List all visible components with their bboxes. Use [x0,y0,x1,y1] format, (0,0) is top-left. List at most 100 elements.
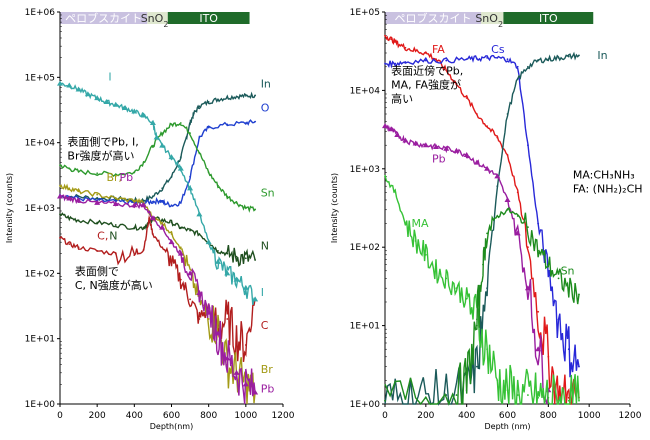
y-tick-label: 1E+06 [25,8,56,18]
series-label-Sn: Sn [561,264,575,277]
y-tick-label: 1E+04 [350,86,381,96]
data-point [112,201,119,207]
data-point [496,215,499,217]
series-label-Pb: Pb [432,153,446,166]
series-label-O: O [261,101,270,114]
data-point [159,199,162,202]
data-point [384,175,386,178]
data-point [226,96,229,99]
series-Sn [59,122,257,213]
data-point [390,38,393,41]
data-point [217,98,219,101]
layer-label-1: ペロブスカイト [65,11,142,25]
data-point [189,298,191,301]
data-point [198,318,201,320]
data-point [114,197,117,200]
data-point [122,104,129,110]
data-point [96,221,99,224]
data-point [68,187,71,190]
series-label-FA: FA [432,43,445,56]
data-point [482,263,484,266]
data-point [578,54,580,57]
data-point [252,389,259,395]
data-point [207,126,210,129]
data-point [59,164,61,167]
data-point [96,250,99,252]
data-point [224,355,231,361]
data-point [567,348,570,351]
data-point [207,101,210,103]
data-point [486,232,488,235]
data-point [547,263,550,266]
data-point [217,250,219,252]
y-tick-label: 1E+05 [25,73,55,83]
y-tick-label: 1E+00 [350,400,381,410]
series-line-In [384,51,580,406]
data-point [140,202,147,208]
data-point [153,134,160,140]
chart-panel-2: ペロブスカイト SnO2 ITO 1E+00 1E+01 1E+02 1E+03 1E+04 1… [330,8,643,431]
data-point [57,193,63,199]
data-point [578,365,580,368]
data-point [179,226,182,229]
x-tick-label: 0 [382,411,388,421]
data-point [198,105,201,108]
series-Sn [384,206,580,406]
x-tick-label: 1000 [234,411,257,421]
series-label-I: I [261,286,264,299]
data-point [170,175,173,178]
data-point [77,170,80,173]
data-point [496,56,499,59]
data-point [537,310,540,313]
data-point [244,257,247,260]
data-point [68,217,71,220]
y-tick-label: 1E+00 [25,400,56,410]
data-point [388,126,395,132]
data-point [217,184,219,187]
data-point [233,276,240,282]
data-point [433,143,440,149]
layer-label-3: ITO [199,12,218,25]
data-point [424,253,427,256]
data-point [226,252,229,255]
data-point [404,46,407,49]
data-point [235,95,238,98]
data-point [384,34,386,37]
inline-label: I [108,70,111,83]
annotation-1-line-2: Br強度が高い [67,149,134,163]
layer-label-2: SnO2 [141,12,169,29]
data-point [149,119,156,125]
series-O [59,119,257,208]
data-point [133,254,136,257]
data-point [244,207,247,209]
data-point [189,122,191,124]
data-point [435,58,437,61]
series-MA [384,174,580,405]
data-point [152,195,154,198]
data-point [103,98,110,104]
series-I [57,80,259,306]
data-point [170,221,173,224]
data-point [226,123,229,126]
series-FA [384,34,580,405]
annotation-1-line-1: 表面近傍でPb, [391,63,463,77]
data-point [445,59,448,62]
data-point [394,62,397,65]
data-point [527,394,529,396]
data-point [84,91,91,97]
data-point [235,337,238,340]
annotation-1-line-3: 高い [391,91,413,105]
data-point [205,239,212,245]
data-point [254,208,257,211]
inline-label: N [109,229,117,242]
data-point [161,132,164,135]
data-point [557,56,560,59]
layer-band-1 [385,12,481,24]
data-point [189,229,191,232]
x-axis-label: Depth (nm) [484,422,530,431]
data-point [242,381,249,387]
data-point [59,236,61,239]
x-tick-label: 1000 [578,411,601,421]
data-point [77,190,80,193]
data-point [75,197,82,203]
